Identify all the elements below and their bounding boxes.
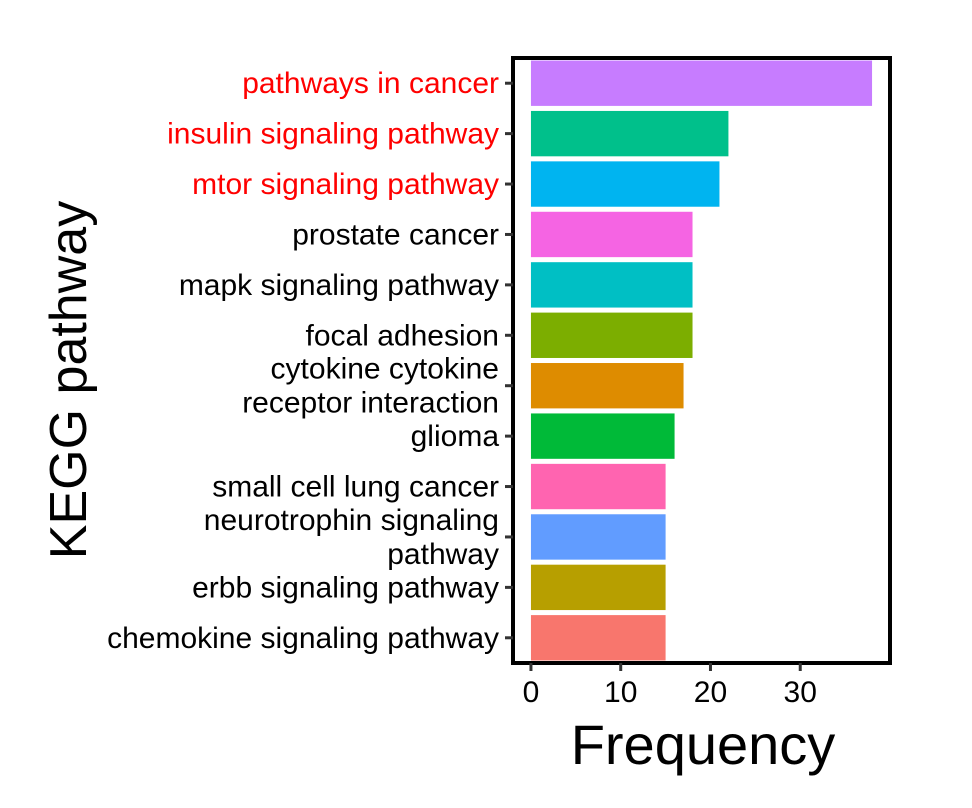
- bar-erbb-signaling-pathway: [530, 564, 666, 611]
- y-tick-label-focal-adhesion: focal adhesion: [306, 319, 499, 352]
- y-tick-label-prostate-cancer: prostate cancer: [292, 218, 499, 251]
- y-tick-label-small-cell-lung-cancer: small cell lung cancer: [212, 471, 499, 504]
- bar-insulin-signaling-pathway: [530, 110, 729, 157]
- y-tick-label-erbb-signaling-pathway: erbb signaling pathway: [192, 571, 499, 604]
- y-tick-label-glioma: glioma: [411, 420, 500, 453]
- bar-pathways-in-cancer: [530, 60, 873, 106]
- bar-mapk-signaling-pathway: [530, 262, 693, 308]
- x-axis: 0 10 20 30: [523, 663, 817, 709]
- bar-neurotrophin-signaling-pathway: [530, 514, 666, 560]
- y-tick-label-chemokine-signaling-pathway: chemokine signaling pathway: [107, 622, 499, 655]
- y-tick-label-mtor-signaling-pathway: mtor signaling pathway: [192, 168, 499, 201]
- y-tick-label-pathways-in-cancer: pathways in cancer: [242, 67, 499, 100]
- bar-glioma: [530, 413, 675, 459]
- bar-focal-adhesion: [530, 312, 693, 358]
- bar-cytokine-cytokine-receptor-interaction: [530, 363, 684, 409]
- bar-prostate-cancer: [530, 211, 693, 258]
- y-axis: pathways in cancer insulin signaling path…: [107, 67, 513, 655]
- plot-panel-border: [511, 56, 892, 665]
- x-tick-label: 30: [784, 676, 817, 709]
- bar-mtor-signaling-pathway: [530, 161, 720, 207]
- y-tick-label-insulin-signaling-pathway: insulin signaling pathway: [167, 118, 499, 151]
- x-axis-title: Frequency: [571, 713, 836, 776]
- x-tick-label: 20: [694, 676, 727, 709]
- bar-small-cell-lung-cancer: [530, 463, 666, 510]
- bar-chemokine-signaling-pathway: [530, 615, 666, 661]
- x-tick-label: 10: [604, 676, 637, 709]
- x-tick-label: 0: [523, 676, 540, 709]
- bars-group: [530, 60, 873, 661]
- y-tick-label-cytokine-cytokine-receptor-interaction: cytokine cytokine receptor interaction: [242, 353, 499, 420]
- y-tick-label-neurotrophin-signaling-pathway: neurotrophin signaling pathway: [204, 504, 499, 571]
- y-tick-label-mapk-signaling-pathway: mapk signaling pathway: [179, 269, 499, 302]
- y-axis-title: KEGG pathway: [40, 201, 98, 559]
